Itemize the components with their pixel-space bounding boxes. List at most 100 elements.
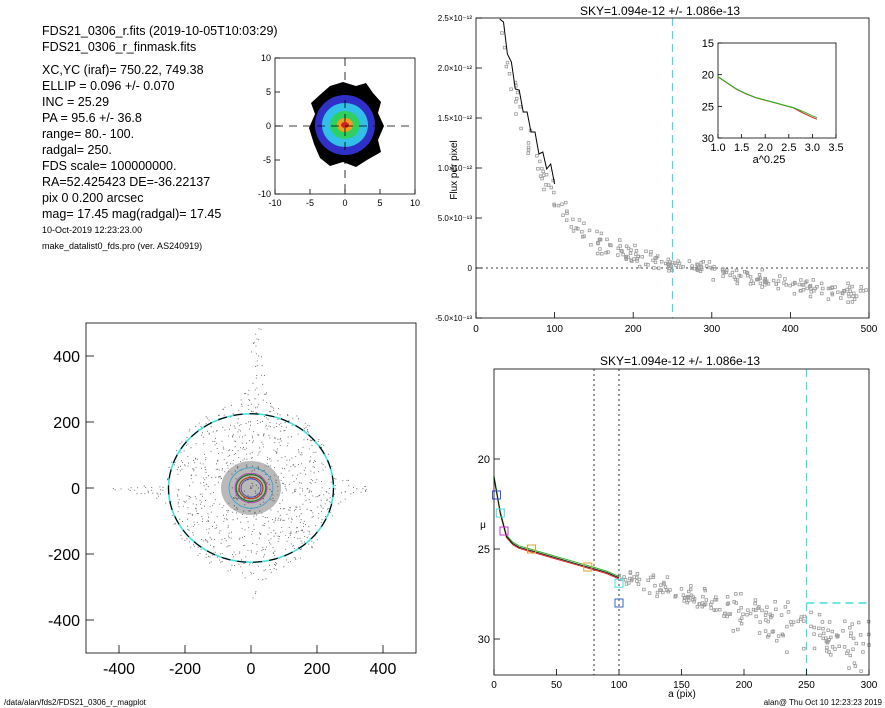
- mu-data-point: [713, 598, 717, 602]
- mu-data-point: [773, 600, 777, 604]
- mu-data-point: [833, 647, 837, 651]
- flux-data-point: [569, 225, 574, 229]
- masked-star: [398, 467, 404, 472]
- inset-y-tick-label: 30: [702, 133, 714, 145]
- header-date: 10-Oct-2019 12:23:23.00: [42, 225, 142, 235]
- thumbnail-y-tick-label: 0: [266, 121, 271, 131]
- masked-star: [98, 534, 110, 545]
- flux-data-point: [651, 258, 655, 263]
- flux-y-tick-label: 5.0×10⁻¹³: [438, 214, 473, 223]
- flux-data-point: [549, 185, 553, 190]
- mu-data-point: [849, 631, 853, 635]
- mu-data-point: [821, 626, 825, 631]
- mu-marker-box: [614, 578, 624, 588]
- flux-data-point: [580, 229, 584, 234]
- param-line: range= 80.- 100.: [42, 127, 134, 141]
- masked-star: [173, 354, 186, 366]
- mu-x-tick-label: 0: [491, 680, 497, 691]
- masked-star: [103, 543, 112, 551]
- mu-data-point: [623, 578, 628, 582]
- masked-star: [145, 509, 153, 517]
- mu-data-point: [751, 607, 756, 612]
- mu-data-point: [785, 624, 789, 629]
- flux-data-point: [599, 231, 604, 236]
- mu-data-point: [673, 595, 677, 599]
- param-line: PA = 95.6 +/- 36.8: [42, 111, 142, 125]
- flux-data-point: [687, 259, 692, 263]
- thumbnail-x-tick-label: -10: [268, 198, 281, 208]
- mu-data-point: [636, 582, 641, 586]
- flux-data-point: [745, 271, 750, 275]
- mu-data-point: [622, 575, 626, 579]
- mu-data-point: [659, 588, 663, 592]
- mu-data-point: [852, 661, 857, 665]
- mu-marker-box: [614, 598, 624, 608]
- mu-data-point: [739, 606, 743, 610]
- flux-data-point: [735, 281, 739, 286]
- mu-data-point: [848, 653, 852, 658]
- flux-data-point: [805, 279, 809, 283]
- mu-data-point: [655, 594, 659, 599]
- flux-data-point: [852, 297, 857, 301]
- mu-y-tick-label: 25: [478, 544, 490, 556]
- masked-star: [149, 380, 154, 386]
- mu-data-point: [830, 645, 835, 649]
- mu-data-point: [809, 624, 813, 629]
- masked-star: [411, 385, 419, 392]
- flux-data-point: [541, 169, 545, 174]
- mu-data-point: [725, 595, 730, 599]
- mu-data-point: [635, 579, 639, 583]
- flux-data-point: [800, 283, 805, 287]
- flux-data-point: [589, 242, 593, 247]
- mu-x-tick-label: 300: [861, 680, 878, 691]
- flux-data-point: [624, 244, 629, 248]
- flux-data-point: [801, 287, 806, 292]
- image-x-tick-label: -400: [103, 661, 135, 678]
- mu-data-point: [646, 578, 650, 582]
- flux-data-point: [760, 285, 764, 289]
- mu-data-point: [655, 590, 660, 595]
- flux-data-point: [515, 96, 519, 101]
- mu-marker-box: [495, 508, 505, 518]
- mu-data-point: [624, 582, 629, 586]
- flux-data-point: [851, 294, 855, 298]
- mu-data-point: [642, 587, 646, 592]
- footer-path: /data/alan/fds2/FDS21_0306_r_magplot: [4, 698, 147, 707]
- flux-title: SKY=1.094e-12 +/- 1.086e-13: [580, 4, 740, 18]
- image-x-tick-label: 0: [247, 661, 256, 678]
- mu-data-point: [702, 587, 707, 591]
- masked-star: [124, 580, 134, 591]
- mu-data-point: [700, 605, 704, 609]
- flux-data-point: [708, 265, 712, 270]
- masked-star: [294, 575, 304, 585]
- mu-data-point: [781, 633, 785, 638]
- flux-data-point: [776, 286, 780, 291]
- mu-data-point: [763, 613, 768, 617]
- flux-data-point: [538, 174, 543, 178]
- flux-x-tick-label: 0: [473, 324, 479, 335]
- flux-data-point: [600, 252, 604, 256]
- image-y-tick-label: 0: [71, 481, 80, 498]
- flux-data-point: [840, 290, 844, 295]
- flux-data-point: [815, 284, 819, 289]
- flux-data-point: [735, 278, 740, 282]
- flux-data-point: [595, 229, 599, 234]
- mu-ylabel: μ: [480, 520, 486, 531]
- flux-data-point: [644, 249, 648, 253]
- flux-data-point: [783, 277, 787, 281]
- param-line: ELLIP = 0.096 +/- 0.070: [42, 79, 175, 93]
- flux-x-tick-label: 300: [703, 324, 720, 335]
- mu-y-tick-label: 30: [478, 634, 490, 646]
- mu-data-point: [785, 650, 789, 654]
- mu-data-point: [789, 620, 793, 624]
- masked-star: [405, 459, 412, 466]
- flux-data-point: [847, 294, 851, 299]
- flux-data-point: [634, 248, 639, 253]
- flux-data-point: [616, 253, 620, 257]
- masked-star: [310, 376, 320, 385]
- flux-data-point: [571, 229, 576, 233]
- mu-data-point: [786, 610, 791, 614]
- flux-data-point: [695, 266, 699, 271]
- flux-data-point: [670, 268, 674, 272]
- masked-star: [110, 397, 120, 407]
